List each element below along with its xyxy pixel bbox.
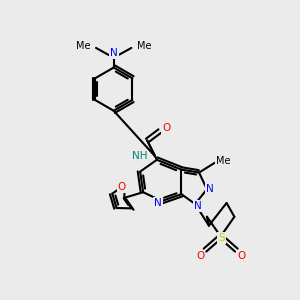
- Text: Me: Me: [137, 41, 152, 51]
- Text: N: N: [206, 184, 214, 194]
- Text: Me: Me: [76, 41, 90, 51]
- Text: N: N: [194, 201, 202, 211]
- Text: O: O: [196, 251, 204, 261]
- Text: NH: NH: [132, 151, 147, 161]
- Text: N: N: [154, 198, 162, 208]
- Text: S: S: [218, 233, 225, 243]
- Text: O: O: [118, 182, 126, 192]
- Text: N: N: [110, 48, 118, 58]
- Text: Me: Me: [216, 156, 231, 166]
- Text: O: O: [237, 251, 245, 261]
- Text: O: O: [163, 123, 171, 133]
